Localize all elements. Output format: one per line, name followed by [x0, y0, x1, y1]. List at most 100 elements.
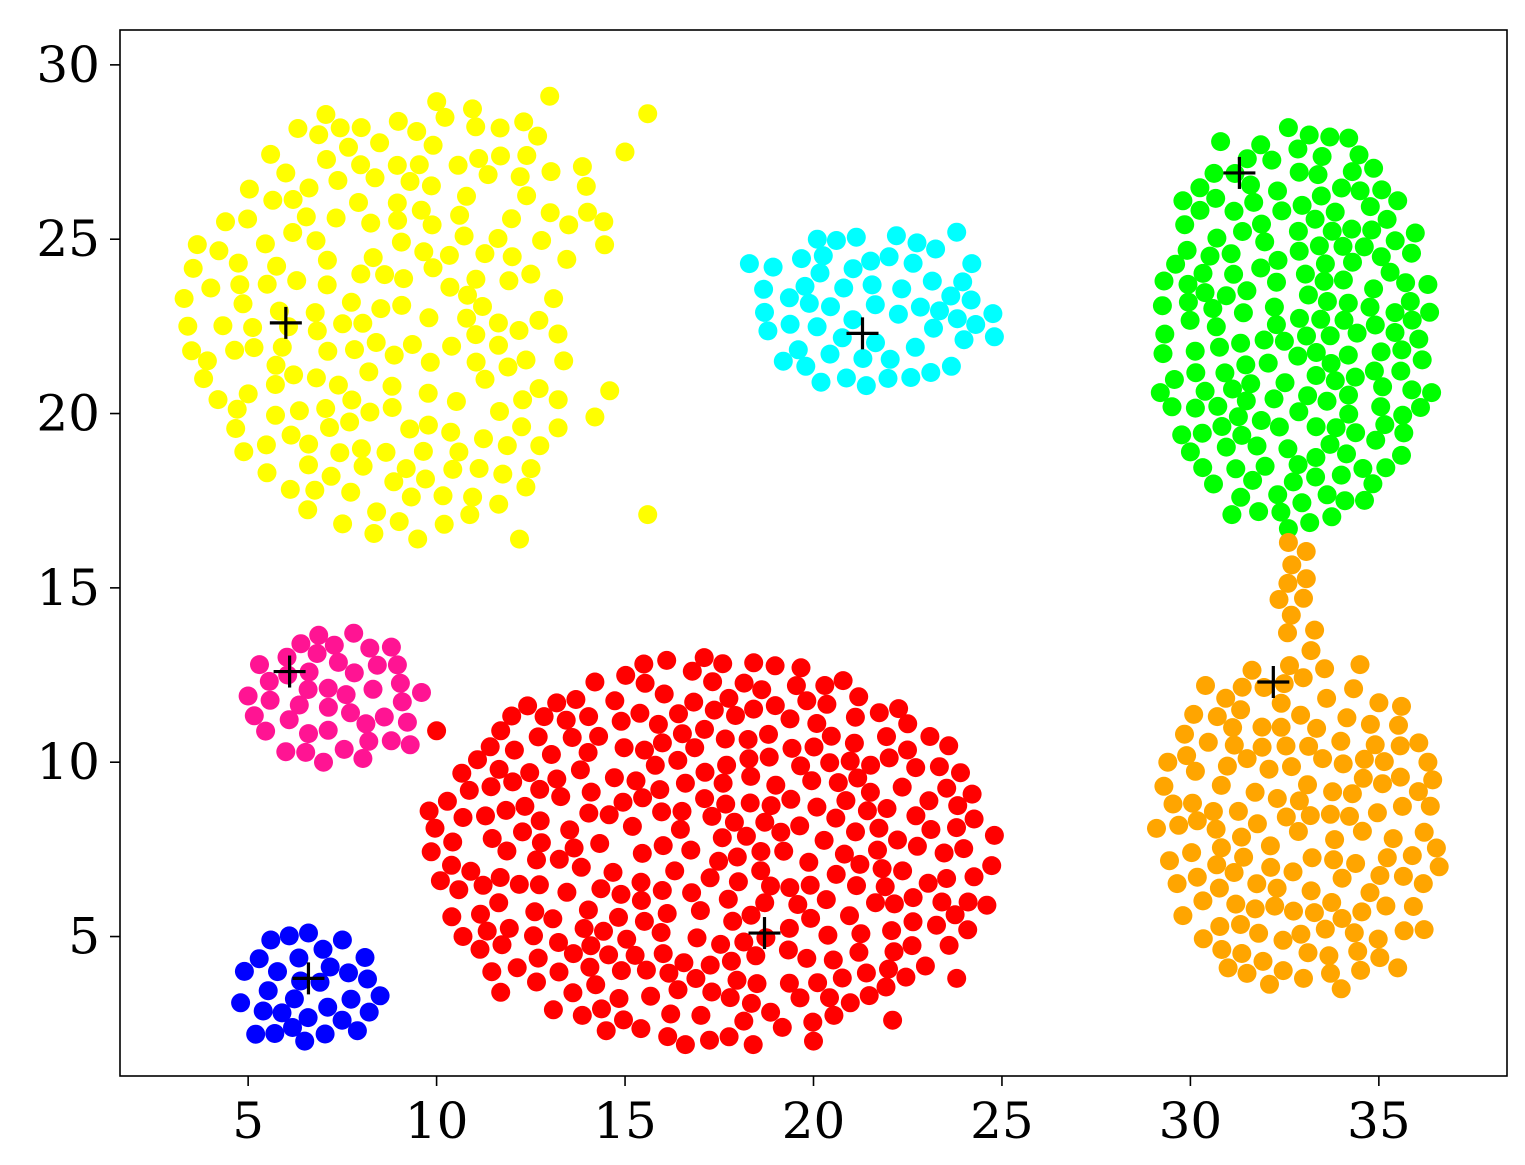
data-point: [853, 349, 873, 368]
data-point: [1242, 660, 1262, 680]
data-point: [739, 749, 759, 769]
data-point: [821, 726, 841, 746]
data-point: [907, 233, 927, 253]
data-point: [1422, 383, 1442, 403]
data-point: [713, 773, 733, 793]
data-point: [324, 635, 344, 655]
data-point: [652, 881, 672, 900]
data-point: [804, 737, 824, 757]
data-point: [209, 241, 229, 261]
data-point: [1259, 759, 1279, 779]
data-point: [1306, 448, 1326, 467]
data-point: [276, 742, 296, 762]
data-point: [321, 466, 341, 486]
data-point: [1408, 782, 1428, 802]
data-point: [833, 671, 853, 691]
data-point: [305, 480, 325, 500]
data-point: [267, 256, 287, 276]
data-point: [758, 321, 778, 341]
data-point: [1347, 323, 1367, 343]
data-point: [1342, 219, 1362, 239]
data-point: [721, 951, 741, 971]
data-point: [650, 780, 670, 800]
data-point: [884, 894, 904, 914]
data-point: [703, 672, 723, 692]
data-point: [1339, 385, 1358, 405]
data-point: [585, 672, 605, 692]
data-point: [363, 248, 383, 268]
data-point: [1325, 202, 1345, 222]
data-point: [564, 838, 584, 858]
data-point: [1291, 924, 1311, 944]
data-point: [296, 742, 316, 762]
data-point: [420, 352, 440, 372]
data-point: [801, 908, 821, 928]
data-point: [1364, 279, 1384, 299]
data-point: [1344, 923, 1364, 943]
data-point: [1233, 303, 1253, 323]
data-point: [183, 258, 203, 278]
data-point: [1204, 163, 1224, 183]
data-point: [305, 303, 325, 323]
data-point: [330, 443, 350, 463]
data-point: [599, 805, 619, 825]
data-point: [478, 165, 498, 185]
data-point: [820, 344, 840, 364]
data-point: [1251, 258, 1271, 278]
data-point: [543, 1000, 563, 1020]
data-point: [1306, 417, 1326, 437]
data-point: [648, 714, 668, 734]
data-point: [430, 871, 450, 891]
data-point: [1222, 505, 1242, 525]
data-point: [609, 907, 628, 927]
data-point: [1267, 272, 1286, 292]
data-point: [392, 295, 412, 315]
data-point: [1166, 254, 1186, 274]
data-point: [366, 333, 386, 352]
data-point: [755, 893, 775, 913]
data-point: [821, 297, 840, 317]
data-point: [771, 822, 791, 842]
x-tick-label: 10: [405, 1092, 469, 1150]
data-point: [1354, 749, 1374, 769]
data-point: [578, 900, 598, 920]
data-point: [872, 859, 892, 879]
data-point: [1392, 696, 1411, 716]
data-point: [249, 949, 269, 969]
data-point: [1365, 315, 1385, 335]
data-point: [755, 812, 775, 832]
data-point: [791, 658, 811, 678]
data-point: [1187, 867, 1207, 887]
data-point: [296, 207, 316, 227]
data-point: [496, 800, 516, 820]
data-point: [1396, 273, 1416, 293]
data-point: [1292, 195, 1312, 215]
data-point: [1282, 757, 1301, 777]
data-point: [427, 92, 447, 112]
data-point: [387, 155, 407, 175]
data-point: [984, 327, 1004, 347]
data-point: [834, 844, 854, 864]
data-point: [1392, 796, 1412, 816]
data-point: [1288, 139, 1308, 159]
data-point: [283, 223, 303, 242]
data-point: [298, 680, 318, 699]
data-point: [848, 768, 868, 788]
data-point: [1228, 407, 1248, 427]
data-point: [1390, 736, 1410, 756]
data-point: [590, 834, 610, 853]
data-point: [1385, 303, 1405, 323]
data-point: [1273, 930, 1293, 950]
data-point: [1337, 708, 1357, 728]
data-point: [1296, 569, 1316, 589]
data-point: [396, 459, 416, 479]
data-point: [1173, 906, 1193, 926]
data-point: [1196, 676, 1215, 695]
data-point: [339, 963, 358, 983]
data-point: [1373, 774, 1392, 794]
data-point: [557, 882, 577, 902]
data-point: [600, 381, 620, 401]
data-point: [341, 703, 360, 723]
data-point: [1371, 342, 1391, 362]
